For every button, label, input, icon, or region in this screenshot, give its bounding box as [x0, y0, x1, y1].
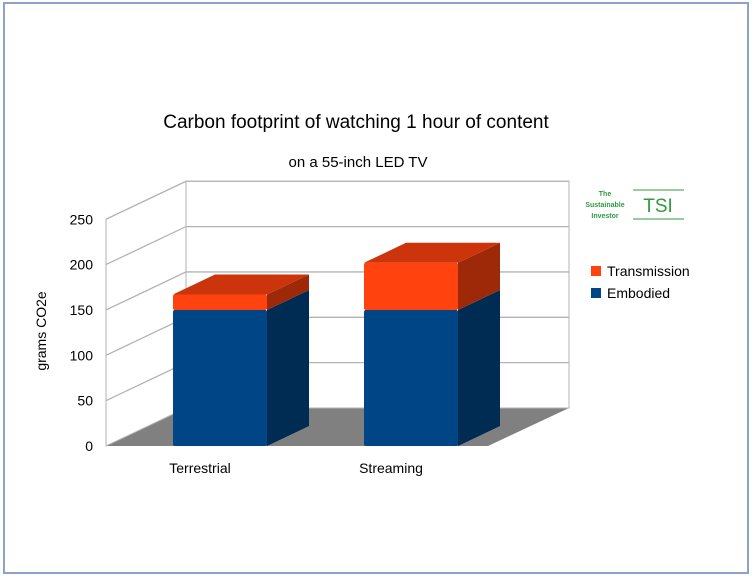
- bar-side: [267, 274, 309, 310]
- gridline: [105, 225, 569, 266]
- y-tick-labels: 0 50 100 150 200 250: [70, 211, 94, 454]
- bar-segment: [364, 289, 500, 446]
- bar-segment: [173, 274, 309, 310]
- y-tick-label: 0: [85, 438, 93, 454]
- y-tick-label: 150: [70, 302, 94, 318]
- chart-title: Carbon footprint of watching 1 hour of c…: [163, 112, 549, 133]
- legend-swatch: [591, 288, 601, 298]
- logo-line1: The: [599, 191, 612, 198]
- bar-front: [173, 294, 267, 310]
- bar-side: [267, 289, 309, 446]
- y-tick-label: 250: [70, 211, 94, 227]
- y-tick-label: 200: [70, 257, 94, 273]
- chart-subtitle: on a 55-inch LED TV: [289, 154, 428, 171]
- bar-segment: [364, 242, 500, 310]
- tsi-logo: The Sustainable Investor TSI: [585, 189, 684, 220]
- y-tick-label: 50: [77, 393, 93, 409]
- bar-top: [173, 274, 309, 295]
- x-tick-label: Streaming: [359, 460, 423, 476]
- legend-swatch: [591, 266, 601, 276]
- bar-side: [458, 242, 500, 310]
- y-tick-label: 100: [70, 347, 94, 363]
- legend: Transmission Embodied: [591, 263, 690, 301]
- gridline: [105, 180, 569, 220]
- bar-front: [364, 262, 458, 310]
- logo-line3: Investor: [591, 213, 619, 220]
- x-tick-labels: Terrestrial Streaming: [169, 460, 423, 476]
- legend-label: Embodied: [607, 285, 670, 301]
- legend-label: Transmission: [607, 263, 690, 279]
- y-axis-label: grams CO2e: [33, 291, 49, 371]
- bar-front: [173, 309, 267, 446]
- bar-segment: [173, 289, 309, 446]
- bar-front: [364, 309, 458, 446]
- x-tick-label: Terrestrial: [169, 460, 230, 476]
- bars: [173, 242, 500, 446]
- logo-line2: Sustainable: [585, 202, 624, 209]
- bar-top: [364, 242, 500, 263]
- logo-abbr: TSI: [643, 196, 673, 217]
- bar-side: [458, 289, 500, 446]
